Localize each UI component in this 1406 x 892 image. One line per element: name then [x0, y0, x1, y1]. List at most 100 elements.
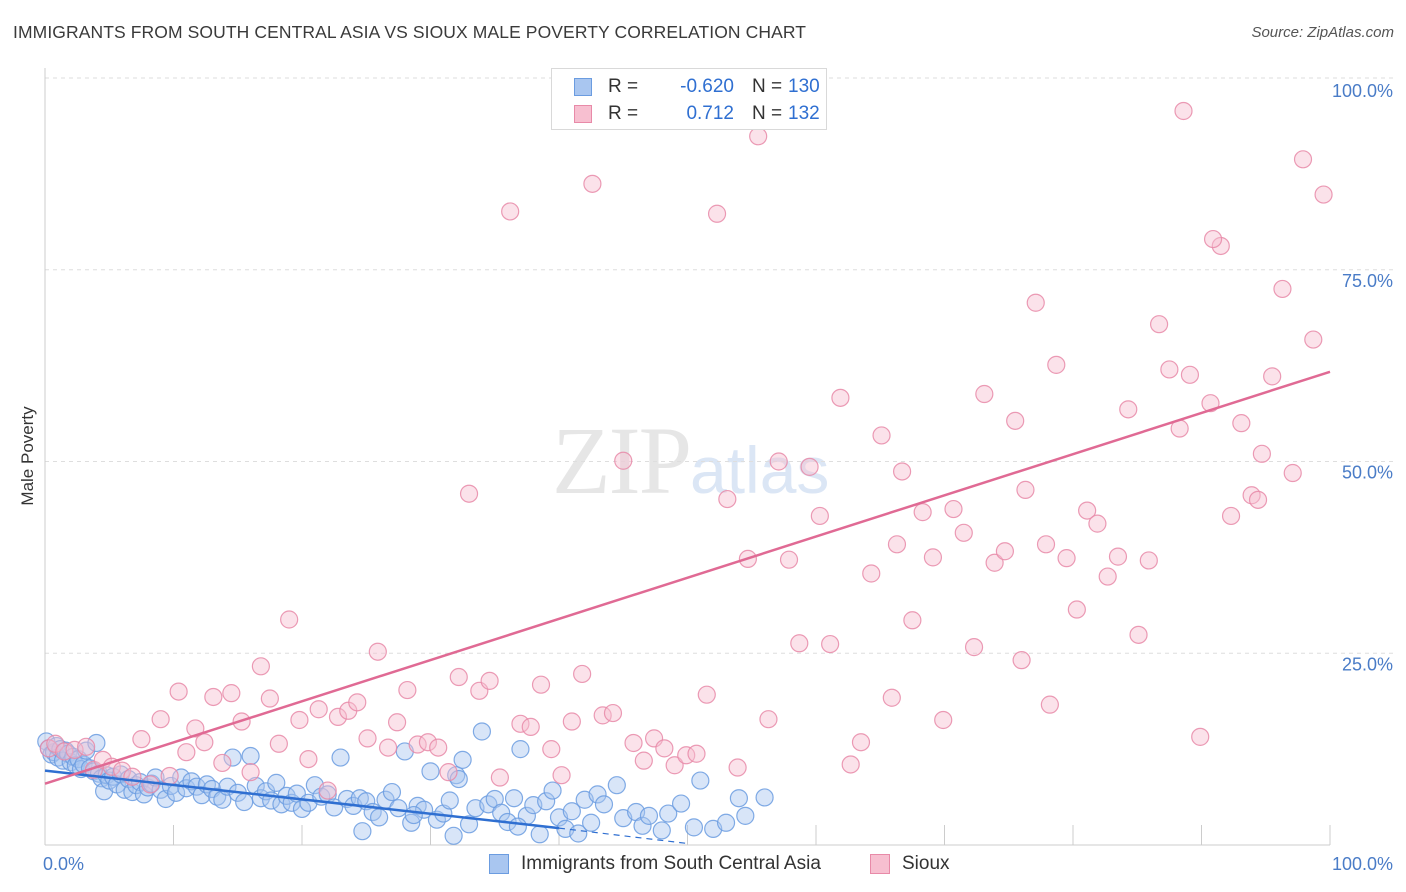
- point-immigrants: [588, 785, 607, 804]
- point-sioux: [521, 717, 540, 736]
- point-sioux: [1129, 625, 1148, 644]
- point-sioux: [882, 688, 901, 707]
- point-sioux: [299, 749, 318, 769]
- point-immigrants: [223, 748, 242, 767]
- series-legend-label-sioux: Sioux: [902, 853, 950, 874]
- point-sioux: [1160, 360, 1179, 379]
- point-sioux: [1174, 101, 1193, 121]
- point-immigrants: [562, 802, 581, 821]
- point-sioux: [1139, 551, 1158, 570]
- point-sioux: [800, 457, 819, 476]
- point-sioux: [759, 710, 778, 729]
- series-legend: Immigrants from South Central Asia Sioux: [0, 852, 1406, 878]
- correlation-legend: R = -0.620 N = 130 R = 0.712 N = 132: [551, 68, 827, 130]
- point-sioux: [241, 763, 260, 782]
- point-sioux: [280, 610, 299, 629]
- point-sioux: [718, 489, 737, 509]
- point-sioux: [1283, 463, 1302, 483]
- watermark: ZIPatlas: [552, 405, 829, 516]
- point-sioux: [1180, 365, 1200, 384]
- point-sioux: [975, 384, 994, 404]
- point-sioux: [151, 710, 170, 729]
- chart-source: Source: ZipAtlas.com: [1251, 24, 1394, 41]
- point-sioux: [779, 550, 799, 569]
- point-sioux: [790, 634, 809, 653]
- axes: [44, 68, 1331, 846]
- y-tick-label: 100.0%: [1332, 81, 1393, 101]
- point-immigrants: [382, 782, 402, 802]
- point-sioux: [1016, 480, 1035, 499]
- point-sioux: [892, 462, 912, 481]
- point-immigrants: [241, 746, 260, 766]
- point-sioux: [903, 611, 922, 630]
- point-sioux: [841, 755, 860, 774]
- point-sioux: [1242, 486, 1261, 505]
- legend-swatch-sioux: [574, 105, 592, 123]
- series-legend-swatch-immigrants: [489, 854, 509, 874]
- point-immigrants: [755, 788, 774, 807]
- point-sioux: [501, 202, 520, 221]
- point-sioux: [1211, 236, 1230, 256]
- x-tick-label-max: 100.0%: [1332, 854, 1393, 874]
- point-sioux: [1203, 229, 1223, 249]
- point-immigrants: [530, 825, 549, 844]
- point-sioux: [1098, 567, 1117, 586]
- point-immigrants: [684, 818, 704, 837]
- legend-n-value: 130: [788, 76, 820, 97]
- point-sioux: [697, 685, 716, 704]
- point-immigrants: [639, 806, 659, 825]
- point-sioux: [318, 781, 337, 800]
- point-sioux: [872, 426, 891, 445]
- point-sioux: [603, 703, 623, 723]
- legend-r-value: 0.712: [686, 103, 734, 124]
- point-sioux: [531, 675, 551, 694]
- point-sioux: [810, 506, 829, 526]
- point-sioux: [123, 767, 142, 786]
- point-sioux: [562, 712, 581, 731]
- point-sioux: [614, 451, 633, 470]
- point-immigrants: [504, 789, 524, 808]
- trend-lines: [44, 370, 1331, 845]
- legend-n-label: N =: [752, 103, 783, 124]
- point-sioux: [964, 638, 984, 657]
- point-sioux: [77, 737, 96, 756]
- y-tick-label: 75.0%: [1342, 271, 1393, 291]
- point-sioux: [1067, 600, 1086, 619]
- point-sioux: [1040, 695, 1059, 714]
- point-sioux: [358, 729, 377, 748]
- point-sioux: [141, 775, 160, 794]
- point-immigrants: [440, 791, 459, 810]
- point-sioux: [583, 174, 602, 193]
- point-sioux: [985, 553, 1004, 572]
- legend-swatch-immigrants: [574, 78, 592, 96]
- point-sioux: [160, 766, 179, 786]
- y-axis-title: Male Poverty: [18, 406, 37, 506]
- point-immigrants: [151, 780, 170, 799]
- point-sioux: [831, 388, 850, 407]
- point-sioux: [1088, 514, 1107, 533]
- chart-title: IMMIGRANTS FROM SOUTH CENTRAL ASIA VS SI…: [13, 22, 807, 42]
- point-sioux: [1057, 549, 1076, 568]
- point-sioux: [728, 758, 747, 777]
- point-sioux: [1119, 400, 1138, 419]
- trend-line-immigrants: [44, 769, 560, 830]
- point-sioux: [687, 744, 706, 763]
- point-immigrants: [537, 792, 556, 811]
- series-legend-label-immigrants: Immigrants from South Central Asia: [521, 853, 821, 874]
- point-immigrants: [594, 795, 614, 814]
- point-sioux: [1026, 293, 1045, 312]
- point-sioux: [913, 503, 932, 522]
- point-sioux: [1012, 651, 1031, 670]
- point-immigrants: [569, 824, 588, 843]
- point-sioux: [429, 738, 448, 757]
- legend-r-label: R =: [608, 76, 639, 97]
- point-sioux: [348, 693, 367, 712]
- point-immigrants: [453, 750, 472, 769]
- point-immigrants: [370, 808, 389, 827]
- point-sioux: [934, 710, 953, 730]
- point-sioux: [1314, 185, 1333, 204]
- y-tick-label: 25.0%: [1342, 654, 1393, 674]
- point-immigrants: [389, 799, 408, 818]
- point-immigrants: [607, 776, 626, 795]
- point-immigrants: [671, 794, 691, 813]
